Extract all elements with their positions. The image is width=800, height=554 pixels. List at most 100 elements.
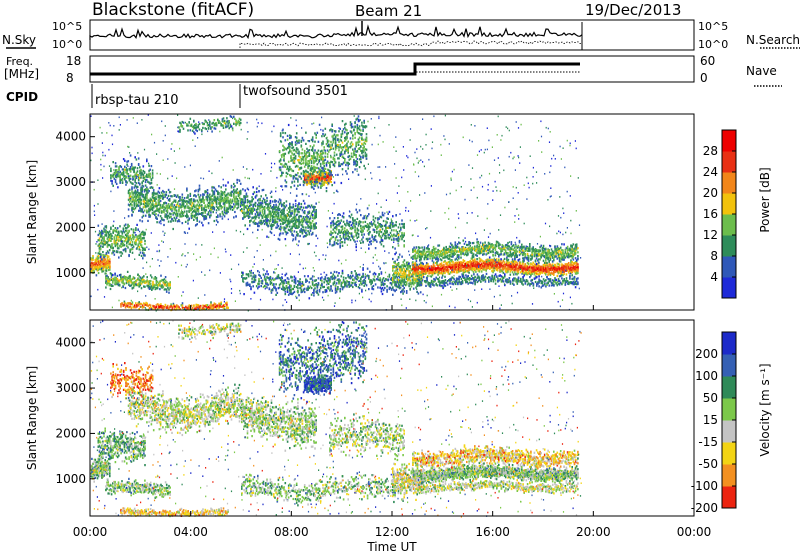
echo-cell	[90, 264, 92, 267]
echo-cell	[282, 149, 284, 152]
echo-cell	[322, 175, 324, 178]
echo-cell	[180, 125, 182, 128]
echo-cell	[223, 307, 226, 310]
echo-cell	[132, 276, 135, 279]
echo-cell	[357, 138, 360, 141]
echo-cell	[186, 200, 188, 203]
echo-cell	[230, 190, 233, 193]
echo-cell	[119, 239, 121, 242]
echo-cell	[233, 122, 235, 125]
echo-cell	[160, 206, 163, 209]
echo-cell	[291, 225, 293, 228]
echo-cell	[308, 140, 311, 143]
echo-cell	[322, 132, 324, 136]
echo-cell	[213, 306, 216, 309]
echo-cell	[187, 129, 189, 132]
echo-cell	[293, 210, 296, 213]
echo-cell	[121, 231, 124, 234]
echo-cell	[160, 209, 163, 213]
echo-cell	[271, 288, 274, 291]
echo-cell	[115, 182, 118, 185]
echo-cell	[334, 141, 337, 144]
echo-cell	[322, 162, 324, 165]
echo-cell	[120, 165, 123, 168]
echo-cell	[91, 268, 93, 271]
echo-cell	[181, 199, 184, 202]
echo-cell	[276, 220, 279, 223]
echo-cell	[143, 305, 145, 308]
echo-cell	[310, 182, 313, 185]
echo-cell	[229, 115, 232, 118]
echo-cell	[138, 240, 141, 243]
echo-cell	[258, 201, 260, 204]
echo-cell	[222, 200, 225, 203]
echo-cell	[316, 175, 319, 178]
echo-cell	[125, 279, 128, 282]
echo-cell	[273, 271, 275, 274]
echo-cell	[364, 167, 367, 170]
echo-cell	[245, 277, 248, 280]
echo-cell	[287, 282, 290, 285]
echo-cell	[225, 194, 227, 197]
echo-cell	[123, 248, 126, 251]
echo-cell	[201, 211, 203, 215]
echo-cell	[185, 305, 187, 308]
echo-cell	[341, 288, 344, 291]
echo-cell	[132, 231, 135, 234]
echo-cell	[177, 305, 179, 308]
echo-cell	[310, 293, 313, 296]
echo-cell	[121, 181, 124, 184]
echo-cell	[233, 207, 235, 210]
echo-cell	[295, 132, 298, 135]
echo-cell	[203, 193, 205, 196]
echo-cell	[172, 227, 174, 231]
echo-cell	[345, 235, 347, 238]
echo-cell	[324, 173, 327, 176]
echo-cell	[335, 282, 338, 285]
echo-cell	[357, 143, 360, 146]
echo-cell	[144, 233, 146, 236]
echo-cell	[159, 284, 161, 287]
echo-cell	[344, 137, 346, 140]
echo-cell	[136, 223, 138, 226]
echo-cell	[104, 263, 107, 266]
echo-cell	[381, 292, 384, 296]
echo-cell	[104, 243, 106, 246]
echo-cell	[354, 276, 356, 279]
echo-cell	[302, 184, 305, 187]
echo-cell	[253, 191, 256, 194]
echo-cell	[194, 307, 196, 310]
echo-cell	[190, 304, 193, 307]
echo-cell	[106, 283, 108, 286]
echo-cell	[143, 201, 146, 204]
echo-cell	[274, 221, 276, 224]
echo-cell	[281, 287, 283, 290]
echo-cell	[127, 302, 129, 305]
echo-cell	[339, 213, 341, 216]
echo-cell	[297, 140, 299, 144]
echo-cell	[325, 175, 328, 178]
echo-cell	[319, 165, 322, 168]
echo-cell	[167, 203, 170, 206]
echo-cell	[155, 279, 158, 282]
echo-cell	[314, 213, 316, 216]
echo-cell	[356, 275, 359, 278]
echo-cell	[324, 278, 327, 281]
echo-cell	[191, 129, 194, 132]
echo-cell	[128, 281, 130, 284]
echo-cell	[354, 121, 356, 125]
echo-cell	[179, 215, 181, 218]
echo-cell	[313, 289, 315, 293]
echo-cell	[204, 190, 206, 193]
echo-cell	[197, 193, 200, 196]
echo-cell	[297, 172, 299, 175]
echo-cell	[114, 239, 117, 243]
echo-cell	[358, 283, 361, 286]
echo-cell	[346, 232, 348, 235]
echo-cell	[129, 305, 131, 308]
echo-cell	[158, 211, 161, 214]
echo-cell	[247, 213, 250, 216]
echo-cell	[207, 222, 210, 225]
echo-cell	[342, 146, 345, 149]
echo-cell	[323, 167, 326, 170]
